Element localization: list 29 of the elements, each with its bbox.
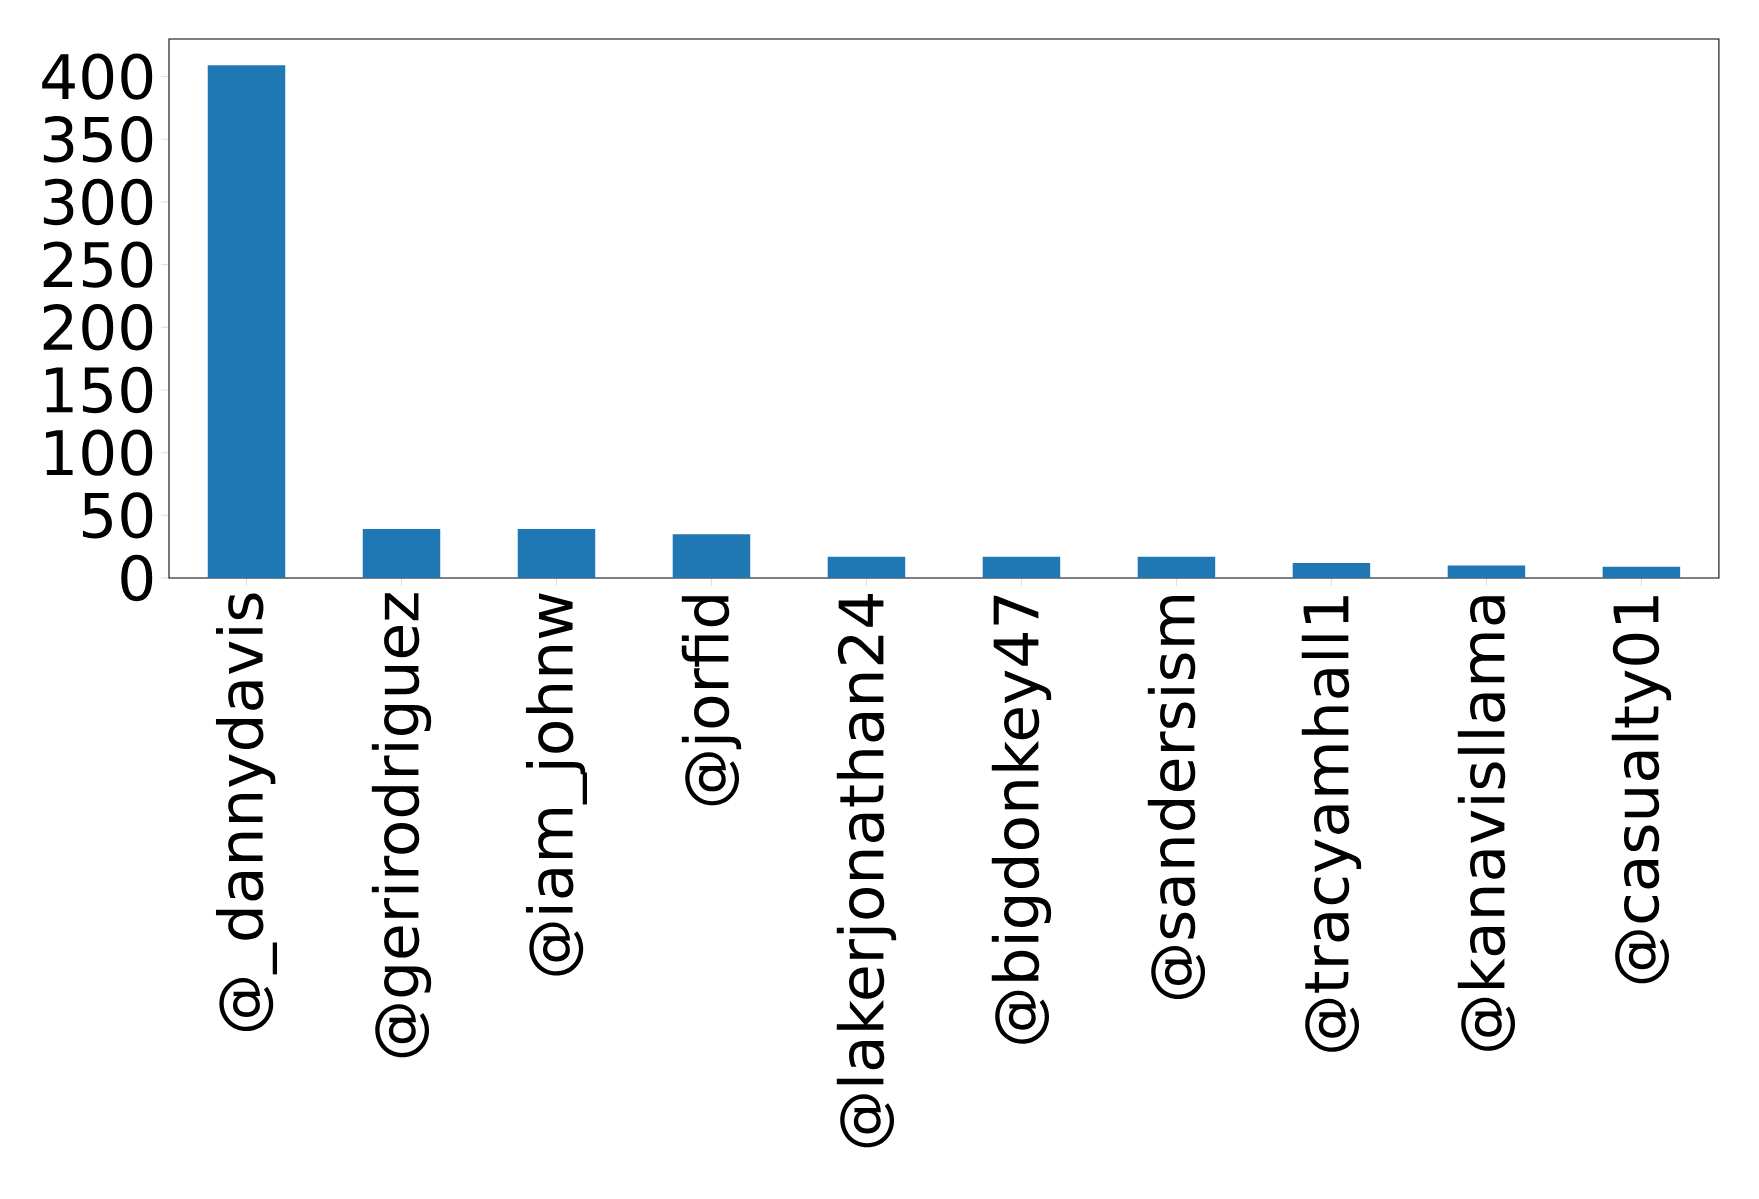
x-tick-label: @bigdonkey47	[991, 595, 1052, 1044]
bar	[362, 529, 441, 578]
x-tick-label: @sandersism	[1147, 595, 1206, 999]
x-tick-label: @tracyamhall1	[1301, 596, 1362, 1052]
bar	[672, 534, 751, 578]
y-tick-label: 400	[42, 53, 153, 100]
y-tick-label: 250	[43, 241, 153, 288]
bar	[1602, 566, 1681, 578]
bar	[1292, 562, 1371, 578]
x-tick-label: @iam_johnw	[525, 593, 588, 976]
y-tick-label: 0	[121, 554, 153, 602]
bar	[207, 65, 286, 578]
y-tick-label: 200	[43, 304, 153, 351]
x-tick-label: @casualty01	[1611, 596, 1672, 984]
x-tick-label: @jorfid	[681, 596, 742, 806]
bar	[1447, 565, 1526, 578]
y-tick-label: 150	[45, 366, 153, 414]
y-tick-label: 350	[43, 116, 153, 163]
y-tick-label: 100	[45, 429, 153, 476]
bar	[1137, 556, 1216, 578]
y-tick-label: 300	[43, 178, 153, 226]
x-tick-label: @_dannydavis	[215, 593, 278, 1032]
bar	[827, 556, 906, 578]
y-tick-label: 50	[82, 492, 153, 539]
bar	[982, 556, 1061, 578]
x-tick-label: @kanavisllama	[1457, 596, 1516, 1051]
bar	[517, 529, 596, 578]
x-tick-label: @lakerjonathan24	[836, 594, 897, 1148]
x-tick-label: @gerirodriguez	[371, 593, 432, 1058]
